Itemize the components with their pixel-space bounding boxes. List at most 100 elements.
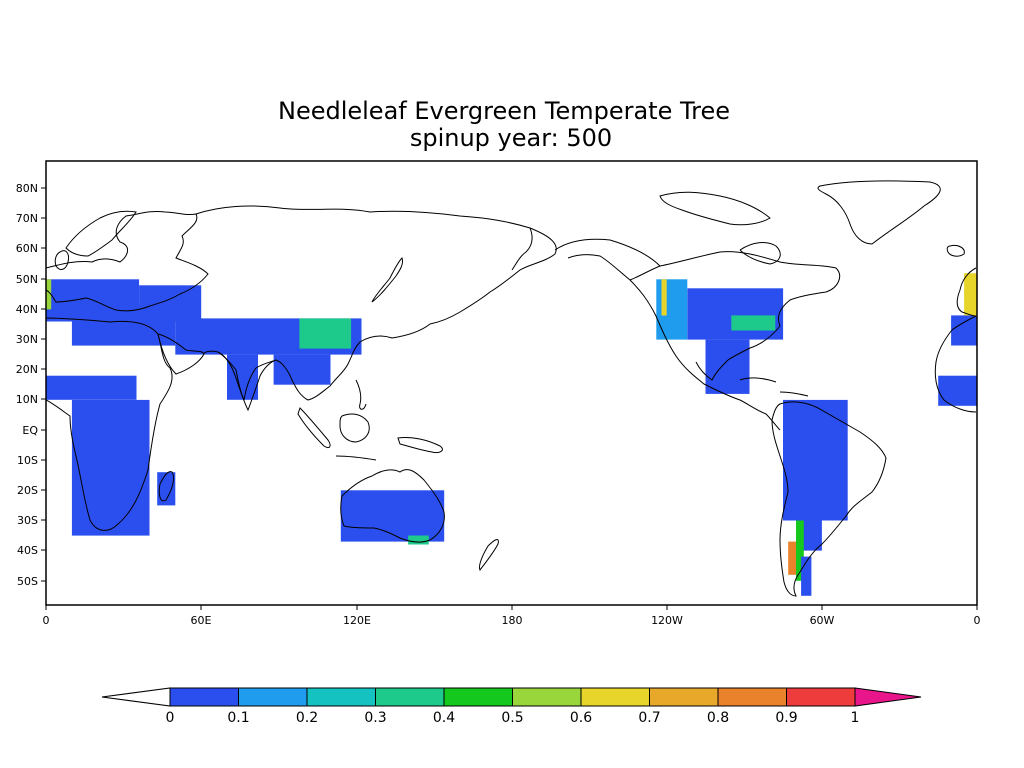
y-tick-label: 10S — [17, 454, 38, 467]
coastline-new-guinea — [397, 437, 443, 453]
coastline-europe — [46, 211, 209, 312]
colorbar-segment — [512, 687, 582, 707]
coastline-madagascar — [158, 471, 175, 502]
y-tick-label: 30S — [17, 514, 38, 527]
map-title: Needleleaf Evergreen Temperate Tree — [278, 97, 730, 125]
field-cell — [783, 399, 848, 521]
colorbar-over-arrow — [854, 687, 922, 707]
y-tick-label: 60N — [16, 242, 38, 255]
colorbar-label: 0.1 — [227, 710, 249, 726]
field-cell — [705, 339, 750, 394]
colorbar-label: 0.9 — [775, 710, 797, 726]
plot-frame — [45, 160, 978, 606]
field-cell — [964, 273, 977, 316]
coastline-arctic-islands — [659, 191, 771, 226]
colorbar-under-arrow — [101, 687, 171, 707]
coastline-scandinavia — [65, 210, 137, 257]
y-tick-label: 50S — [17, 575, 38, 588]
coastline-greenland — [817, 180, 941, 245]
field-cell — [938, 375, 977, 406]
y-tick-label: 40N — [16, 303, 38, 316]
y-tick-label: EQ — [22, 424, 38, 437]
coastline-japan — [371, 257, 403, 303]
field-cell — [661, 279, 667, 316]
coastline-britain — [54, 250, 69, 270]
y-tick-label: 10N — [16, 393, 38, 406]
coastline-layer — [46, 180, 977, 597]
colorbar-label: 0.7 — [638, 710, 660, 726]
coastline-hudson-bay — [739, 242, 781, 265]
y-tick-label: 50N — [16, 273, 38, 286]
coastline-south-america — [771, 401, 887, 597]
field-cell — [951, 315, 977, 346]
y-tick-label: 20S — [17, 484, 38, 497]
x-tick-label: 0 — [974, 614, 981, 627]
y-tick-label: 20N — [16, 363, 38, 376]
field-cell — [46, 279, 52, 310]
y-tick-label: 70N — [16, 212, 38, 225]
colorbar-segment — [375, 687, 445, 707]
field-cell — [801, 556, 812, 596]
x-tick-label: 0 — [43, 614, 50, 627]
field-cell — [340, 490, 445, 542]
x-tick-label: 120E — [343, 614, 371, 627]
coastline-borneo — [339, 413, 370, 443]
coastline-asia-north — [195, 205, 557, 325]
colorbar-label: 0.5 — [501, 710, 523, 726]
field-cell — [273, 354, 331, 385]
y-tick-label: 80N — [16, 182, 38, 195]
x-axis: 0 60E 120E 180 120W 60W 0 — [43, 605, 981, 627]
coastline-new-zealand — [479, 539, 499, 571]
colorbar: 0 0.1 0.2 0.3 0.4 0.5 0.6 0.7 0.8 0.9 1 — [101, 687, 922, 726]
coastline-india — [217, 351, 277, 412]
colorbar-segment — [786, 687, 856, 707]
colorbar-segment — [169, 687, 239, 707]
colorbar-label: 0.4 — [433, 710, 455, 726]
field-cell — [788, 541, 796, 575]
colorbar-segment — [580, 687, 650, 707]
coastline-java — [335, 455, 377, 461]
coastline-west-africa-edge — [934, 315, 977, 413]
x-tick-label: 180 — [502, 614, 523, 627]
x-tick-label: 60W — [810, 614, 835, 627]
colorbar-label: 0.6 — [570, 710, 592, 726]
coastline-north-america-east — [659, 251, 841, 381]
field-cell — [299, 318, 352, 349]
colorbar-segment — [306, 687, 376, 707]
y-tick-label: 30N — [16, 333, 38, 346]
coastline-north-america-west — [629, 279, 781, 431]
field-cell — [731, 315, 776, 331]
colorbar-label: 0.8 — [707, 710, 729, 726]
colorbar-label: 0 — [166, 710, 175, 726]
field-cell — [656, 279, 688, 340]
coastline-sumatra — [297, 407, 331, 449]
field-cell — [71, 399, 150, 536]
field-cell — [687, 288, 784, 340]
colorbar-label: 1 — [851, 710, 860, 726]
field-cell — [796, 520, 804, 581]
coastline-kamchatka — [511, 227, 533, 271]
colorbar-segment — [238, 687, 308, 707]
field-cell — [46, 375, 137, 400]
field-cell — [227, 354, 258, 400]
colorbar-label: 0.2 — [296, 710, 318, 726]
coastline-asia-east — [203, 323, 431, 402]
coastline-iceland — [946, 245, 965, 257]
coastline-africa — [46, 317, 173, 531]
map-subtitle: spinup year: 500 — [410, 124, 612, 152]
coastline-australia — [340, 469, 445, 543]
colorbar-segment — [717, 687, 787, 707]
field-layer — [46, 273, 977, 596]
y-axis: 80N 70N 60N 50N 40N 30N 20N 10N EQ 10S 2… — [16, 182, 46, 588]
x-tick-label: 120W — [651, 614, 683, 627]
colorbar-segment — [649, 687, 719, 707]
colorbar-label: 0.3 — [364, 710, 386, 726]
coastline-caribbean — [739, 377, 809, 397]
coastline-alaska — [554, 238, 661, 281]
coastline-philippines — [355, 379, 367, 410]
y-tick-label: 40S — [17, 544, 38, 557]
field-cell — [408, 535, 429, 545]
x-tick-label: 60E — [191, 614, 212, 627]
colorbar-segment — [443, 687, 513, 707]
